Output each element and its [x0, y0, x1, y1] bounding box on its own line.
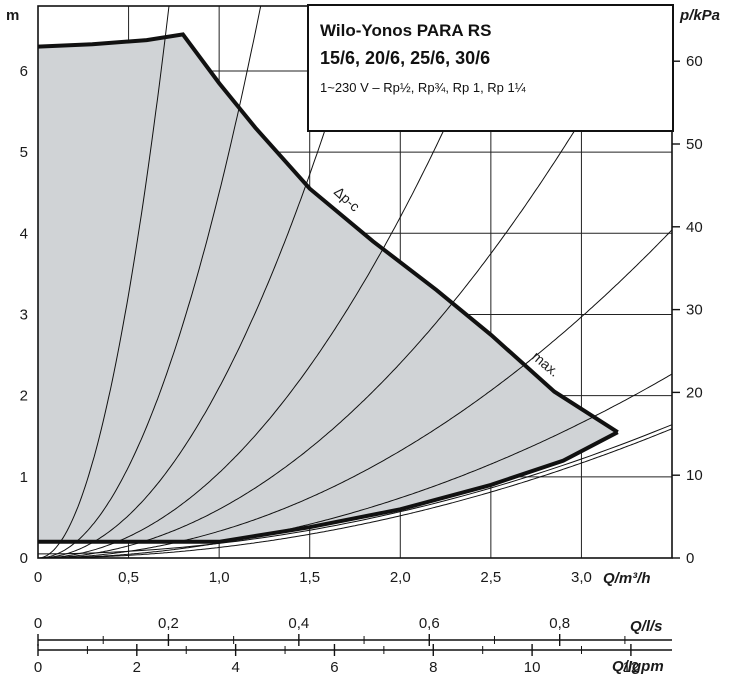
y-tick-label-right: 0 — [686, 550, 694, 567]
y-tick-label-left: 3 — [20, 306, 28, 323]
y-tick-label-right: 60 — [686, 53, 703, 70]
x-tick-label: 0 — [34, 569, 42, 586]
spec-line: 1~230 V – Rp½, Rp¾, Rp 1, Rp 1¼ — [320, 80, 526, 95]
y-tick-label-right: 10 — [686, 467, 703, 484]
lower-boundary-curve — [38, 430, 619, 544]
scale-label-lgpm: 8 — [429, 659, 437, 676]
y-tick-label-right: 50 — [686, 136, 703, 153]
system-curve — [38, 229, 673, 559]
scale-label-lgpm: 6 — [330, 659, 338, 676]
scale-label-ls: 0,6 — [419, 615, 440, 632]
y-tick-label-left: 1 — [20, 469, 28, 486]
y-tick-label-left: 0 — [20, 550, 28, 567]
y-tick-label-left: 5 — [20, 144, 28, 161]
y-axis-label-right: p/kPa — [679, 7, 720, 24]
scale-label-lgpm: 0 — [34, 659, 42, 676]
operating-region — [38, 34, 618, 542]
y-tick-label-right: 20 — [686, 384, 703, 401]
title-box-frame — [307, 4, 674, 132]
x-axis-label-lgpm: Q/Igpm — [612, 658, 664, 675]
x-tick-label: 3,0 — [571, 569, 592, 586]
chart-subtitle: 15/6, 20/6, 25/6, 30/6 — [320, 48, 490, 68]
secondary-scales: 0 0,2 0,4 0,6 0,8 0 2 4 6 8 10 12 — [34, 615, 672, 676]
y-tick-label-left: 4 — [20, 225, 28, 242]
x-axis-label-ls: Q/l/s — [630, 618, 663, 635]
y-tick-label-left: 6 — [20, 63, 28, 80]
scale-label-lgpm: 2 — [133, 659, 141, 676]
max-curve — [37, 32, 619, 434]
y-tick-label-right: 40 — [686, 219, 703, 236]
scale-label-ls: 0 — [34, 615, 42, 632]
minimum-curve — [38, 424, 673, 555]
chart-title: Wilo-Yonos PARA RS — [320, 21, 491, 40]
scale-label-ls: 0,8 — [549, 615, 570, 632]
y-tick-label-right: 30 — [686, 302, 703, 319]
x-tick-label: 0,5 — [118, 569, 139, 586]
x-tick-label: 2,0 — [390, 569, 411, 586]
x-tick-label: 2,5 — [480, 569, 501, 586]
x-axis-label-m3h: Q/m³/h — [603, 570, 651, 587]
scale-label-lgpm: 4 — [231, 659, 239, 676]
scale-label-lgpm: 12 — [623, 659, 640, 676]
system-curve — [38, 428, 673, 559]
y-tick-label-left: 2 — [20, 388, 28, 405]
y-axis-label-left: m — [6, 7, 19, 24]
x-tick-label: 1,0 — [209, 569, 230, 586]
title-box: Wilo-Yonos PARA RS 15/6, 20/6, 25/6, 30/… — [307, 4, 674, 132]
x-tick-label: 1,5 — [299, 569, 320, 586]
scale-label-lgpm: 10 — [524, 659, 541, 676]
system-curve — [38, 373, 673, 559]
scale-label-ls: 0,4 — [288, 615, 309, 632]
scale-label-ls: 0,2 — [158, 615, 179, 632]
